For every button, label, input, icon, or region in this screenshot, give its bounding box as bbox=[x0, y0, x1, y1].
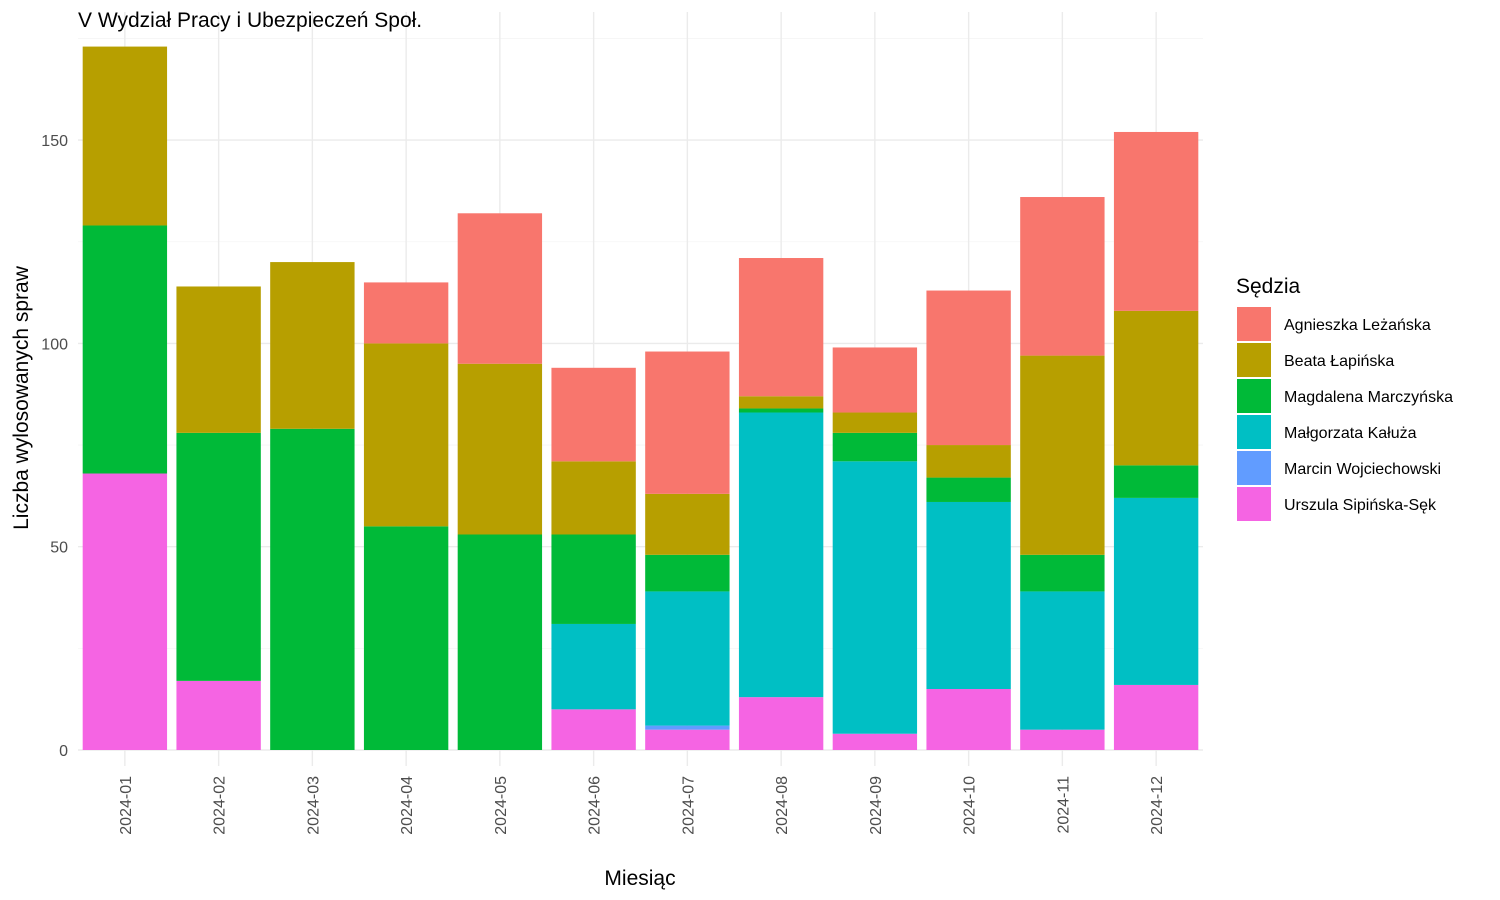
bar-segment bbox=[1020, 197, 1105, 356]
y-tick-label: 150 bbox=[41, 133, 68, 150]
legend-key bbox=[1237, 487, 1271, 521]
bar-segment bbox=[926, 290, 1011, 446]
bar-segment bbox=[738, 408, 824, 413]
bar-segment bbox=[1113, 465, 1199, 498]
legend-key bbox=[1237, 307, 1271, 341]
bar-segment bbox=[832, 432, 918, 462]
legend-label: Urszula Sipińska-Sęk bbox=[1284, 497, 1437, 514]
bar-segment bbox=[1020, 729, 1105, 750]
bar-segment bbox=[926, 501, 1011, 690]
legend-key bbox=[1237, 343, 1271, 377]
bar-segment bbox=[457, 363, 543, 535]
x-tick-label: 2024-09 bbox=[868, 776, 885, 835]
x-tick-label: 2024-01 bbox=[118, 776, 135, 835]
x-tick-label: 2024-07 bbox=[680, 776, 697, 835]
bar-segment bbox=[1020, 591, 1105, 730]
bar-segment bbox=[551, 709, 636, 750]
legend-label: Małgorzata Kałuża bbox=[1284, 425, 1417, 442]
legend-label: Magdalena Marczyńska bbox=[1284, 389, 1453, 406]
bar-segment bbox=[82, 225, 168, 474]
bar-segment bbox=[738, 396, 824, 409]
bar-segment bbox=[832, 733, 918, 750]
bar-segment bbox=[551, 623, 636, 710]
x-axis-title: Miesiąc bbox=[604, 867, 675, 890]
bar-segment bbox=[926, 689, 1011, 750]
bar-segment bbox=[738, 697, 824, 750]
bar-segment bbox=[551, 461, 636, 535]
x-tick-label: 2024-05 bbox=[493, 776, 510, 835]
x-tick-label: 2024-06 bbox=[587, 776, 604, 835]
x-tick-label: 2024-08 bbox=[774, 776, 791, 835]
y-tick-label: 100 bbox=[41, 336, 68, 353]
bar-segment bbox=[738, 258, 824, 397]
bar-segment bbox=[270, 428, 355, 750]
bar-segment bbox=[645, 725, 730, 730]
bar-segment bbox=[270, 262, 355, 429]
bar-segment bbox=[1020, 554, 1105, 592]
bar-segment bbox=[551, 367, 636, 462]
bar-segment bbox=[645, 493, 730, 555]
bar-segment bbox=[176, 286, 261, 433]
bar-segment bbox=[738, 412, 824, 698]
bar-segment bbox=[176, 680, 261, 750]
legend-key bbox=[1237, 451, 1271, 485]
y-tick-label: 50 bbox=[50, 540, 68, 557]
bar-segment bbox=[645, 591, 730, 726]
legend-label: Marcin Wojciechowski bbox=[1284, 461, 1441, 478]
bars bbox=[82, 46, 1199, 750]
bar-segment bbox=[176, 432, 261, 681]
bar-segment bbox=[832, 412, 918, 433]
x-tick-label: 2024-04 bbox=[399, 776, 416, 835]
bar-segment bbox=[363, 526, 449, 750]
bar-segment bbox=[363, 282, 449, 344]
bar-segment bbox=[645, 351, 730, 494]
bar-segment bbox=[457, 534, 543, 750]
bar-segment bbox=[1020, 355, 1105, 555]
x-tick-label: 2024-02 bbox=[212, 776, 229, 835]
bar-segment bbox=[551, 534, 636, 624]
bar-segment bbox=[832, 461, 918, 734]
legend: Sędzia Agnieszka Leżańska Beata Łapińska M… bbox=[1236, 275, 1453, 521]
x-tick-label: 2024-03 bbox=[305, 776, 322, 835]
bar-segment bbox=[1113, 497, 1199, 685]
legend-label: Beata Łapińska bbox=[1284, 353, 1394, 370]
x-tick-label: 2024-12 bbox=[1149, 776, 1166, 835]
bar-segment bbox=[926, 477, 1011, 502]
x-axis-ticks: 2024-01 2024-02 2024-03 2024-04 2024-05 2024-… bbox=[118, 776, 1166, 835]
y-axis-title: Liczba wylosowanych spraw bbox=[10, 265, 33, 530]
bar-segment bbox=[363, 343, 449, 527]
y-axis-ticks: 0 50 100 150 bbox=[41, 133, 68, 760]
legend-title: Sędzia bbox=[1236, 275, 1301, 298]
chart-title: V Wydział Pracy i Ubezpieczeń Społ. bbox=[78, 9, 422, 32]
legend-key bbox=[1237, 415, 1271, 449]
bar-segment bbox=[645, 729, 730, 750]
bar-segment bbox=[1113, 131, 1199, 311]
x-tick-label: 2024-10 bbox=[962, 776, 979, 835]
bar-segment bbox=[457, 213, 543, 364]
x-tick-label: 2024-11 bbox=[1055, 776, 1072, 834]
bar-segment bbox=[832, 347, 918, 413]
bar-segment bbox=[1113, 310, 1199, 466]
legend-key bbox=[1237, 379, 1271, 413]
bar-segment bbox=[82, 473, 168, 750]
y-tick-label: 0 bbox=[59, 743, 68, 760]
bar-segment bbox=[1113, 684, 1199, 750]
legend-label: Agnieszka Leżańska bbox=[1284, 317, 1431, 334]
bar-segment bbox=[645, 554, 730, 592]
bar-segment bbox=[82, 46, 168, 226]
bar-segment bbox=[926, 445, 1011, 478]
